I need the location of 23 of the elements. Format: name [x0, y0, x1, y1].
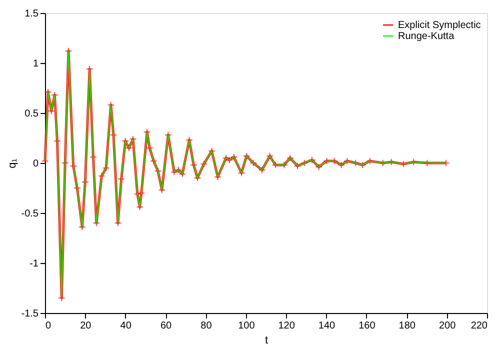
- x-axis-title: t: [264, 334, 268, 346]
- y-tick-label: 1: [32, 58, 39, 70]
- x-tick-label: 180: [398, 320, 416, 332]
- y-axis-title: q₁: [6, 158, 18, 168]
- y-tick-label: 0.5: [24, 108, 39, 120]
- x-tick-label: 100: [238, 320, 256, 332]
- x-tick-label: 80: [200, 320, 212, 332]
- y-tick-label: 0: [32, 158, 39, 170]
- y-tick-label: -1.5: [21, 308, 39, 320]
- y-tick-label: -1: [30, 258, 39, 270]
- legend-label: Explicit Symplectic: [398, 20, 481, 31]
- x-tick-label: 200: [438, 320, 456, 332]
- x-tick-label: 140: [318, 320, 336, 332]
- x-tick-label: 120: [278, 320, 296, 332]
- x-tick-label: 60: [160, 320, 172, 332]
- y-tick-label: -0.5: [21, 208, 39, 220]
- x-tick-label: 220: [470, 320, 488, 332]
- x-tick-label: 20: [80, 320, 92, 332]
- y-tick-label: 1.5: [24, 8, 39, 20]
- legend-label: Runge-Kutta: [398, 31, 455, 42]
- x-tick-label: 0: [46, 320, 52, 332]
- x-tick-label: 160: [358, 320, 376, 332]
- x-tick-label: 40: [120, 320, 132, 332]
